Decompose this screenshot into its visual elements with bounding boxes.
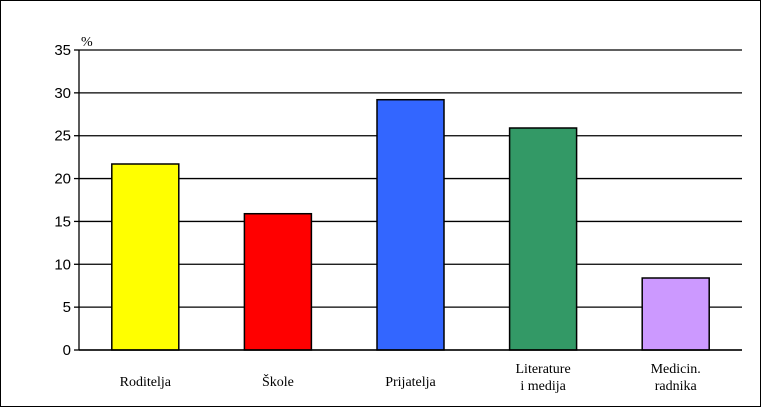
y-tick-label: 30 (54, 85, 71, 102)
bar-1 (243, 212, 313, 351)
y-tick-label: 35 (54, 42, 71, 59)
y-tick-label: 25 (54, 128, 71, 145)
x-category-label: Medicin. radnika (651, 362, 701, 394)
bar-4 (641, 277, 710, 351)
y-tick-label: 20 (54, 171, 71, 188)
bar-3 (508, 127, 578, 351)
bar-2 (376, 98, 445, 351)
bar-0 (111, 163, 180, 351)
x-category-label: Prijatelja (385, 375, 436, 390)
x-category-label: Roditelja (120, 375, 172, 390)
y-axis-unit-label: % (81, 35, 93, 50)
x-category-label: Škole (262, 373, 294, 390)
y-tick-label: 10 (54, 256, 71, 273)
y-tick-label: 15 (54, 213, 71, 230)
axes (74, 49, 742, 351)
y-tick-label: 5 (63, 299, 71, 316)
x-category-label: Literature i medija (516, 362, 571, 394)
bars (111, 98, 710, 351)
labels: 0 5 10 15 20 25 30 35 % Roditelja Škole Prijatelja L… (54, 35, 700, 394)
y-tick-label: 0 (63, 342, 71, 359)
